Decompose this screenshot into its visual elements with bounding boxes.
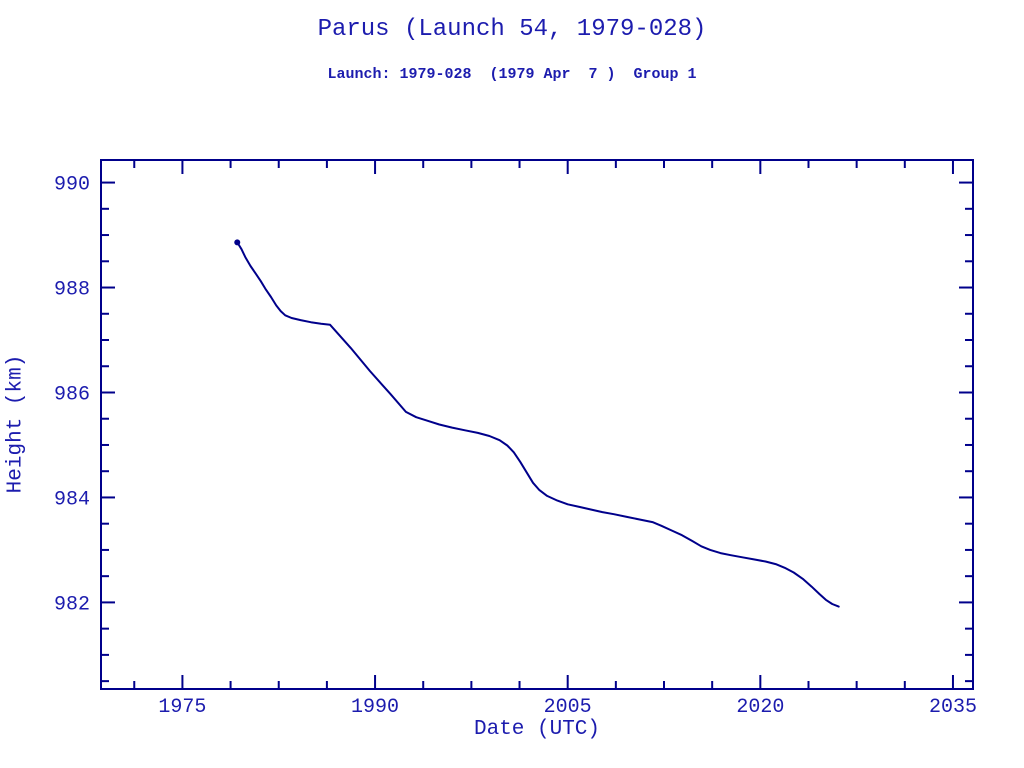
y-tick-label: 988: [54, 279, 90, 302]
y-tick-label: 986: [54, 383, 90, 406]
y-tick-label: 982: [54, 593, 90, 616]
x-tick-label: 2035: [929, 696, 977, 719]
x-tick-label: 2020: [736, 696, 784, 719]
x-axis-label: Date (UTC): [473, 718, 601, 741]
chart-subtitle: Launch: 1979-028 (1979 Apr 7 ) Group 1: [327, 66, 697, 83]
y-tick-label: 984: [54, 488, 90, 511]
x-tick-label: 1975: [158, 696, 206, 719]
height-series-line: [236, 241, 840, 608]
plot-frame: [100, 159, 974, 690]
x-tick-label: 1990: [351, 696, 399, 719]
series-start-marker: [234, 239, 241, 246]
y-tick-label: 990: [54, 174, 90, 197]
x-tick-label: 2005: [544, 696, 592, 719]
chart-title: Parus (Launch 54, 1979-028): [317, 16, 707, 43]
